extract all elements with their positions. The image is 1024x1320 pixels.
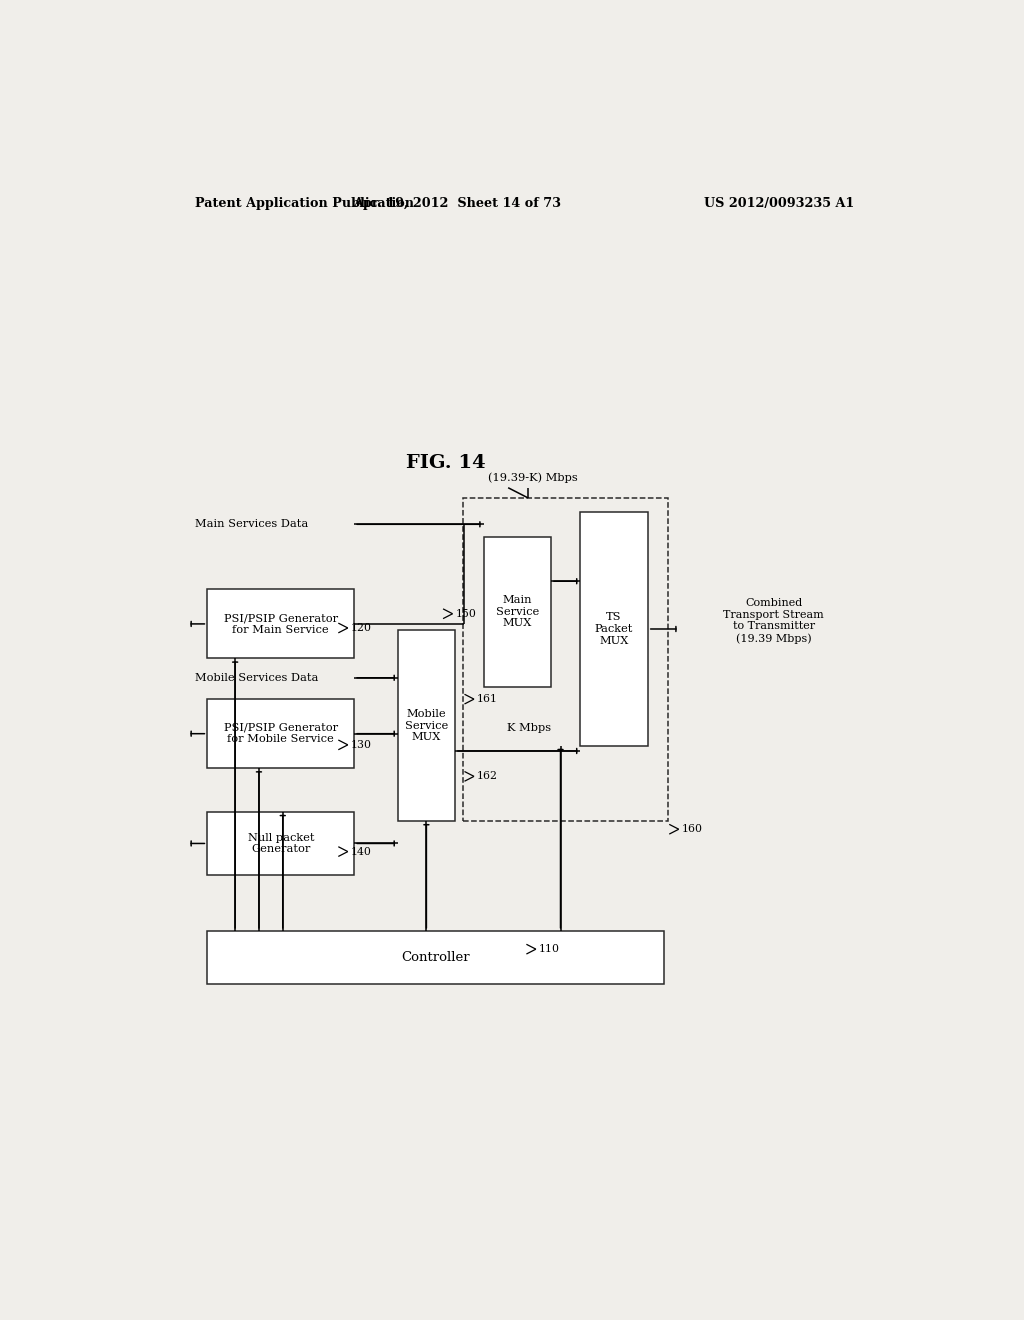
Text: PSI/PSIP Generator
for Mobile Service: PSI/PSIP Generator for Mobile Service <box>223 723 338 744</box>
Text: 120: 120 <box>351 623 372 634</box>
Text: 162: 162 <box>477 771 499 781</box>
Text: Patent Application Publication: Patent Application Publication <box>196 197 415 210</box>
Bar <box>207 700 354 768</box>
Text: 140: 140 <box>351 846 372 857</box>
Text: PSI/PSIP Generator
for Main Service: PSI/PSIP Generator for Main Service <box>223 612 338 635</box>
Text: Null packet
Generator: Null packet Generator <box>248 833 314 854</box>
Text: Mobile Services Data: Mobile Services Data <box>196 673 318 682</box>
Text: 161: 161 <box>477 694 499 704</box>
Bar <box>483 536 551 686</box>
Text: Apr. 19, 2012  Sheet 14 of 73: Apr. 19, 2012 Sheet 14 of 73 <box>353 197 561 210</box>
Bar <box>207 931 664 983</box>
Text: 160: 160 <box>682 824 702 834</box>
Text: 130: 130 <box>351 741 372 750</box>
Text: US 2012/0093235 A1: US 2012/0093235 A1 <box>703 197 854 210</box>
Bar <box>207 812 354 875</box>
Text: 110: 110 <box>539 944 560 954</box>
Text: Main
Service
MUX: Main Service MUX <box>496 595 539 628</box>
Bar <box>397 630 455 821</box>
Text: (19.39-K) Mbps: (19.39-K) Mbps <box>487 473 578 483</box>
Bar <box>207 589 354 659</box>
Text: 150: 150 <box>456 609 476 619</box>
Bar <box>581 512 648 746</box>
Text: Combined
Transport Stream
to Transmitter
(19.39 Mbps): Combined Transport Stream to Transmitter… <box>723 598 824 644</box>
Text: Controller: Controller <box>401 950 470 964</box>
Text: Mobile
Service
MUX: Mobile Service MUX <box>404 709 449 742</box>
Text: Main Services Data: Main Services Data <box>196 519 308 529</box>
Bar <box>463 498 668 821</box>
Text: FIG. 14: FIG. 14 <box>406 454 485 473</box>
Text: K Mbps: K Mbps <box>508 722 552 733</box>
Text: TS
Packet
MUX: TS Packet MUX <box>595 612 633 645</box>
